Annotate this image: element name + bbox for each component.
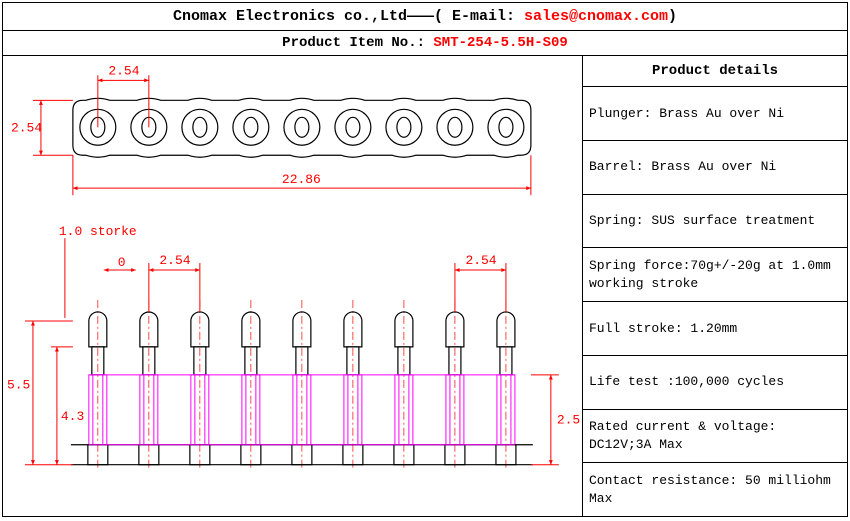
svg-text:22.86: 22.86 — [282, 172, 321, 187]
svg-text:2.54: 2.54 — [465, 253, 496, 268]
item-row: Product Item No.: SMT-254-5.5H-S09 — [3, 31, 847, 56]
company-after: ) — [668, 8, 677, 25]
details-row: Contact resistance: 50 milliohm Max — [583, 463, 847, 516]
details-row: Life test :100,000 cycles — [583, 356, 847, 410]
svg-text:2.54: 2.54 — [108, 63, 139, 78]
details-row: Plunger: Brass Au over Ni — [583, 87, 847, 141]
svg-text:4.3: 4.3 — [61, 409, 84, 424]
svg-text:0: 0 — [118, 255, 126, 270]
details-row: Spring: SUS surface treatment — [583, 195, 847, 249]
company-name: Cnomax Electronics co.,Ltd———( E-mail: — [173, 8, 524, 25]
item-label: Product Item No.: — [282, 35, 433, 51]
details-title: Product details — [583, 56, 847, 87]
details-row: Spring force:70g+/-20g at 1.0mm working … — [583, 248, 847, 302]
item-number: SMT-254-5.5H-S09 — [433, 35, 567, 51]
technical-drawing: 2.54 2.54 22.86 1.0 storke 0 2.54 2.54 5.5 4.3 2.… — [3, 56, 583, 516]
details-row: Rated current & voltage: DC12V;3A Max — [583, 410, 847, 464]
svg-text:5.5: 5.5 — [7, 377, 30, 392]
details-row: Barrel: Brass Au over Ni — [583, 141, 847, 195]
svg-text:2.54: 2.54 — [11, 120, 42, 135]
svg-text:1.0 storke: 1.0 storke — [59, 224, 137, 239]
svg-text:2.54: 2.54 — [159, 253, 190, 268]
product-details-panel: Product details Plunger: Brass Au over N… — [583, 56, 847, 516]
company-email: sales@cnomax.com — [524, 8, 668, 25]
company-header: Cnomax Electronics co.,Ltd———( E-mail: s… — [3, 3, 847, 31]
svg-text:2.5: 2.5 — [557, 413, 580, 428]
details-row: Full stroke: 1.20mm — [583, 302, 847, 356]
